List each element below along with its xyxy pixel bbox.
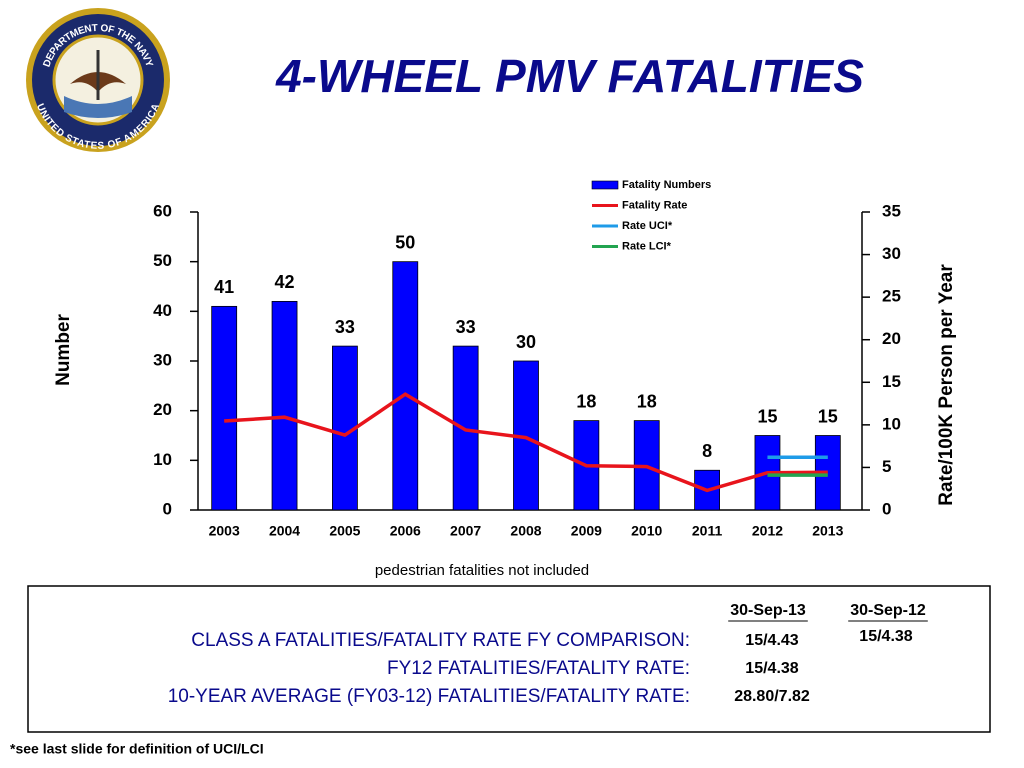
- y2-tick-label: 5: [882, 457, 891, 476]
- data-label: 15: [818, 406, 838, 426]
- y-tick-label: 40: [153, 301, 172, 320]
- y-tick-label: 60: [153, 201, 172, 220]
- bar: [392, 261, 419, 511]
- legend-label: Fatality Numbers: [622, 179, 711, 191]
- footnote: *see last slide for definition of UCI/LC…: [10, 741, 264, 757]
- data-label: 8: [702, 441, 712, 461]
- y2-tick-label: 10: [882, 414, 901, 433]
- data-label: 33: [456, 317, 476, 337]
- y-axis-label: Number: [53, 314, 74, 386]
- bar: [271, 300, 298, 511]
- data-label: 15: [757, 406, 777, 426]
- x-tick-label: 2004: [269, 523, 300, 539]
- seal-sea: [64, 96, 132, 118]
- y2-tick-label: 35: [882, 201, 901, 220]
- data-label: 50: [395, 232, 415, 252]
- y2-tick-label: 20: [882, 329, 901, 348]
- column-header: 30-Sep-12: [850, 602, 926, 619]
- line: [224, 392, 828, 493]
- legend-swatch: [591, 180, 619, 190]
- y2-tick-label: 0: [882, 499, 891, 518]
- y2-tick-label: 30: [882, 244, 901, 263]
- y-tick-label: 20: [153, 400, 172, 419]
- y-tick-label: 0: [163, 499, 172, 518]
- y-tick-label: 30: [153, 350, 172, 369]
- x-tick-label: 2007: [450, 523, 481, 539]
- y-tick-label: 10: [153, 450, 172, 469]
- data-label: 30: [516, 332, 536, 352]
- data-label: 18: [637, 391, 657, 411]
- chart: 0 10 20 30 40 50 60 0 5 10 15 20 25 30 35 Number Rate/10…: [53, 179, 957, 539]
- y-tick-label: 50: [153, 251, 172, 270]
- bar: [211, 305, 238, 511]
- title: 4-WHEEL PMV FATALITIES: [275, 50, 864, 102]
- row-label: 10-YEAR AVERAGE (FY03-12) FATALITIES/FAT…: [168, 686, 690, 707]
- data-label: 18: [576, 391, 596, 411]
- legend-label: Fatality Rate: [622, 199, 687, 211]
- comparison-table: 30-Sep-13 30-Sep-12 CLASS A FATALITIES/FAT…: [168, 602, 928, 707]
- row-value: 15/4.38: [859, 628, 912, 645]
- x-tick-label: 2011: [692, 523, 723, 539]
- x-tick-label: 2006: [390, 523, 421, 539]
- legend-label: Rate LCI*: [622, 240, 672, 252]
- x-tick-label: 2013: [812, 523, 843, 539]
- y2-tick-label: 15: [882, 372, 901, 391]
- x-tick-label: 2010: [631, 523, 662, 539]
- x-tick-label: 2009: [571, 523, 602, 539]
- legend-label: Rate UCI*: [622, 220, 673, 232]
- row-value: 15/4.38: [745, 660, 798, 677]
- navy-seal: DEPARTMENT OF THE NAVY UNITED STATES OF …: [26, 8, 170, 152]
- x-tick-label: 2012: [752, 523, 783, 539]
- data-label: 42: [275, 272, 295, 292]
- row-label: FY12 FATALITIES/FATALITY RATE:: [387, 658, 690, 679]
- data-label: 33: [335, 317, 355, 337]
- note: pedestrian fatalities not included: [375, 562, 589, 579]
- x-tick-label: 2008: [510, 523, 541, 539]
- row-value: 28.80/7.82: [734, 688, 810, 705]
- row-value: 15/4.43: [745, 632, 798, 649]
- y2-axis-label: Rate/100K Person per Year: [936, 264, 957, 506]
- column-header: 30-Sep-13: [730, 602, 806, 619]
- x-tick-label: 2005: [329, 523, 360, 539]
- x-tick-label: 2003: [209, 523, 240, 539]
- y2-tick-label: 25: [882, 287, 901, 306]
- comparison-box: [27, 585, 991, 733]
- row-label: CLASS A FATALITIES/FATALITY RATE FY COMP…: [191, 630, 690, 651]
- data-label: 41: [214, 277, 234, 297]
